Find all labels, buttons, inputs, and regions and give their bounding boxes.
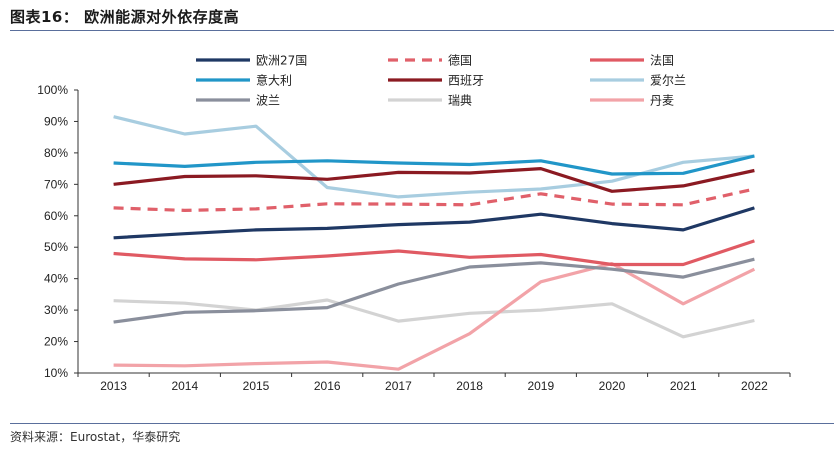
legend-label: 欧洲27国: [256, 54, 307, 68]
figure-title: 图表16： 欧洲能源对外依存度高: [10, 8, 240, 26]
y-tick-label: 50%: [44, 240, 68, 254]
legend-label: 瑞典: [448, 94, 472, 108]
x-tick-label: 2020: [599, 379, 626, 393]
y-tick-label: 90%: [44, 114, 68, 128]
x-tick-label: 2018: [456, 379, 483, 393]
y-tick-label: 60%: [44, 209, 68, 223]
series-line-9: [113, 262, 756, 371]
footer-divider: [10, 423, 834, 424]
series-line-8: [113, 298, 755, 339]
x-tick-label: 2021: [670, 379, 697, 393]
y-axis: 10% 20% 30% 40% 50% 60% 70% 80% 90% 100%: [37, 83, 79, 380]
y-tick-label: 40%: [44, 272, 68, 286]
legend-label: 西班牙: [448, 74, 484, 88]
series-line-4: [113, 154, 755, 176]
plot-lines: [113, 115, 756, 371]
series-line-5: [113, 167, 755, 193]
legend-label: 爱尔兰: [650, 73, 686, 88]
series-line-1: [113, 206, 755, 240]
x-tick-label: 2013: [100, 379, 127, 393]
series-line-7: [113, 257, 755, 324]
x-tick-label: 2015: [243, 379, 270, 393]
y-tick-label: 30%: [44, 303, 68, 317]
legend-label: 意大利: [256, 73, 292, 88]
series-line-6: [113, 115, 755, 199]
legend-label: 波兰: [256, 94, 280, 108]
source-note: 资料来源：Eurostat，华泰研究: [10, 430, 181, 444]
x-tick-label: 2016: [314, 379, 341, 393]
series-line-2: [113, 187, 755, 212]
y-tick-label: 20%: [44, 335, 68, 349]
x-tick-label: 2022: [741, 379, 768, 393]
x-tick-label: 2017: [385, 379, 412, 393]
x-tick-label: 2014: [171, 379, 198, 393]
x-tick-label: 2019: [527, 379, 554, 393]
x-axis: 2013 2014 2015 2016 2017 2018 2019 2020 2021 2022: [77, 372, 791, 393]
y-tick-label: 80%: [44, 146, 68, 160]
legend-label: 法国: [650, 54, 674, 68]
y-tick-label: 70%: [44, 177, 68, 191]
series-line-3: [113, 239, 755, 267]
legend-label: 德国: [448, 53, 472, 68]
title-divider: [10, 30, 834, 31]
legend-label: 丹麦: [650, 94, 674, 108]
y-tick-label: 10%: [44, 366, 68, 380]
y-tick-label: 100%: [37, 83, 68, 97]
